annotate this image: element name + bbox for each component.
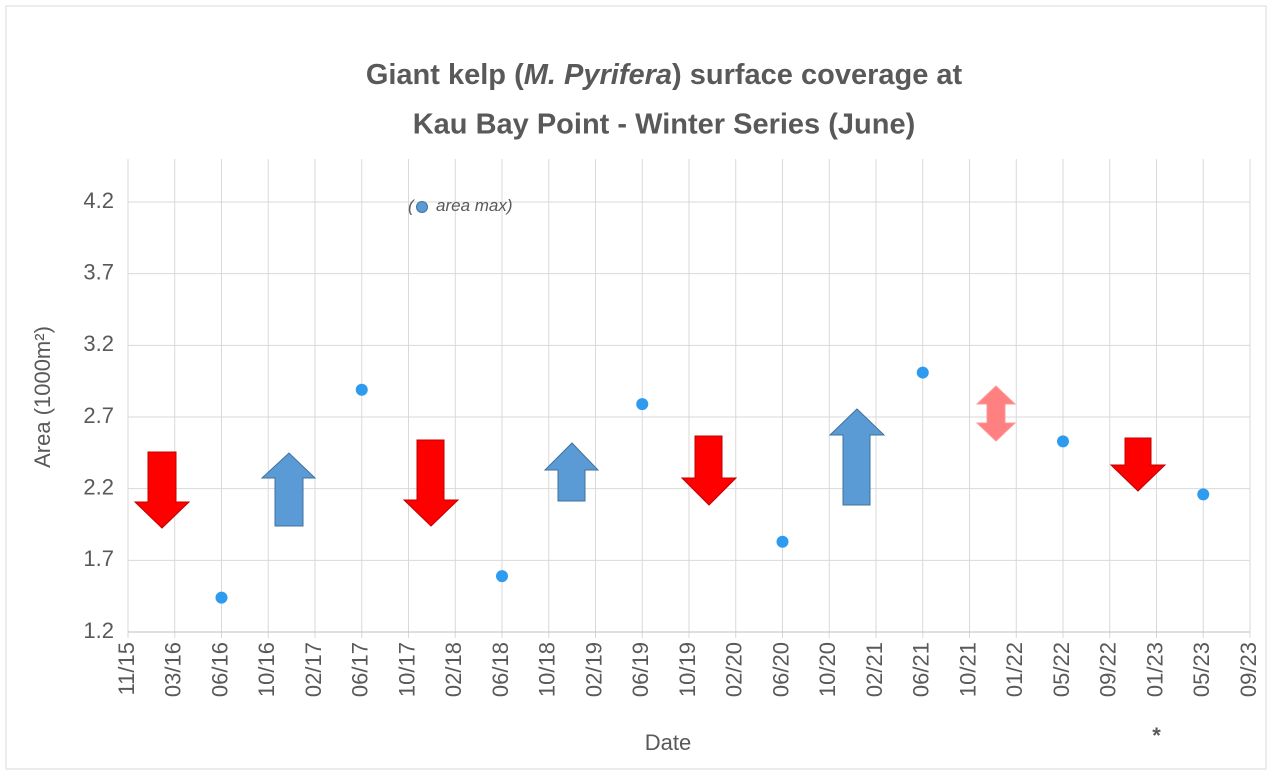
x-tick-label: 02/18	[441, 642, 466, 697]
x-tick-label: 02/17	[301, 642, 326, 697]
x-tick-label: 06/21	[909, 642, 934, 697]
x-tick-label: 05/23	[1189, 642, 1214, 697]
x-tick-label: 02/20	[722, 642, 747, 697]
y-tick-label: 2.7	[83, 403, 114, 428]
y-tick-label: 4.2	[83, 188, 114, 213]
x-axis-label: Date	[645, 730, 691, 755]
x-tick-label: 10/16	[254, 642, 279, 697]
x-tick-label: 05/22	[1049, 642, 1074, 697]
x-tick-label: 02/19	[581, 642, 606, 697]
y-tick-label: 2.2	[83, 474, 114, 499]
y-tick-label: 3.7	[83, 259, 114, 284]
down-arrow	[1109, 437, 1167, 492]
legend-marker	[416, 201, 428, 213]
x-tick-label: 06/18	[488, 642, 513, 697]
point	[1057, 435, 1069, 448]
up-arrow	[828, 408, 886, 506]
trend-arrows	[133, 385, 1167, 529]
y-tick-label: 1.7	[83, 546, 114, 571]
x-tick-label: 06/20	[768, 642, 793, 697]
point	[355, 383, 368, 396]
x-tick-label: 09/22	[1096, 642, 1121, 697]
legend-label: area max)	[436, 196, 513, 215]
chart-subtitle: Kau Bay Point - Winter Series (June)	[413, 109, 916, 141]
annotation: *	[1152, 723, 1161, 748]
point	[636, 398, 649, 411]
x-tick-label: 10/20	[815, 642, 840, 697]
point	[496, 570, 508, 583]
y-axis-label: Area (1000m²)	[30, 326, 55, 468]
x-tick-label: 02/21	[862, 642, 887, 697]
y-tick-label: 1.2	[83, 618, 114, 643]
x-tick-label: 03/16	[161, 642, 186, 697]
x-tick-label: 01/23	[1142, 642, 1167, 697]
x-tick-label: 06/19	[628, 642, 653, 697]
y-tick-label: 3.2	[83, 331, 114, 356]
x-tick-label: 09/23	[1236, 642, 1261, 697]
up-arrow	[260, 452, 317, 527]
down-arrow	[680, 435, 738, 506]
up-arrow	[543, 442, 600, 502]
legend-bracket: (	[408, 196, 416, 215]
chart-title: Giant kelp (M. Pyrifera) surface coverag…	[366, 59, 963, 91]
point	[215, 591, 228, 604]
x-tick-label: 10/21	[955, 642, 980, 697]
point	[776, 535, 789, 548]
down-arrow	[402, 439, 460, 527]
x-tick-label: 10/19	[675, 642, 700, 697]
double-arrow	[975, 385, 1017, 442]
x-tick-label: 10/18	[535, 642, 560, 697]
point	[916, 366, 929, 379]
x-tick-label: 06/17	[348, 642, 373, 697]
chart-border	[5, 5, 1267, 770]
x-tick-label: 10/17	[394, 642, 419, 697]
down-arrow	[133, 451, 191, 529]
point	[1197, 488, 1210, 501]
legend: ( area max)	[408, 196, 513, 215]
x-tick-label: 01/22	[1002, 642, 1027, 697]
x-tick-label: 11/15	[114, 642, 139, 695]
x-tick-label: 06/16	[207, 642, 232, 697]
